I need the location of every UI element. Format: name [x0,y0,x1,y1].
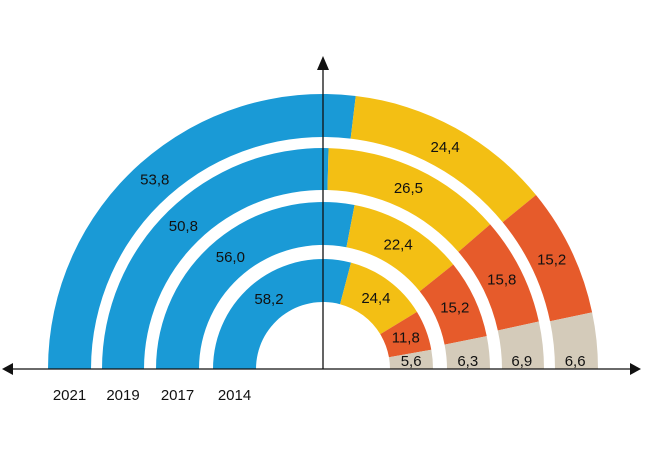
data-label-2019-1: 26,5 [394,180,423,197]
x-axis-right-arrow-icon [630,363,641,375]
data-label-2017-2: 15,2 [440,299,469,316]
data-label-2019-0: 50,8 [169,218,198,235]
data-label-2019-2: 15,8 [487,271,516,288]
data-label-2019-3: 6,9 [511,353,532,370]
segment-2014-2 [380,311,432,358]
segment-2014-0 [213,259,352,369]
segment-2019-1 [327,148,491,252]
data-label-2017-3: 6,3 [457,353,478,370]
segment-2021-0 [48,93,356,369]
segment-2021-1 [350,95,536,223]
x-axis-left-arrow-icon [2,363,13,375]
data-label-2021-0: 53,8 [140,171,169,188]
segment-2019-0 [102,148,329,369]
segment-2017-1 [346,205,454,292]
data-label-2014-0: 58,2 [254,291,283,308]
year-label-2014: 2014 [218,387,251,404]
y-axis-arrow-icon [317,56,329,70]
segment-2017-3 [444,336,490,369]
data-label-2017-1: 22,4 [384,236,413,253]
segment-2017-2 [419,264,487,345]
segment-2019-3 [497,321,544,369]
data-label-2014-2: 11,8 [392,330,420,347]
segment-2014-3 [388,349,433,369]
segment-2019-2 [458,224,539,331]
data-label-2014-3: 5,6 [401,353,422,370]
data-label-2021-3: 6,6 [565,353,586,370]
segment-2014-1 [340,262,417,335]
segment-2021-2 [502,195,593,322]
data-label-2014-1: 24,4 [361,290,390,307]
segment-2021-3 [550,312,598,369]
segment-2017-0 [156,201,355,369]
year-label-2021: 2021 [53,387,86,404]
year-label-2017: 2017 [161,387,194,404]
data-label-2017-0: 56,0 [216,249,245,266]
year-label-2019: 2019 [106,387,139,404]
data-label-2021-1: 24,4 [431,139,460,156]
data-label-2021-2: 15,2 [537,252,566,269]
